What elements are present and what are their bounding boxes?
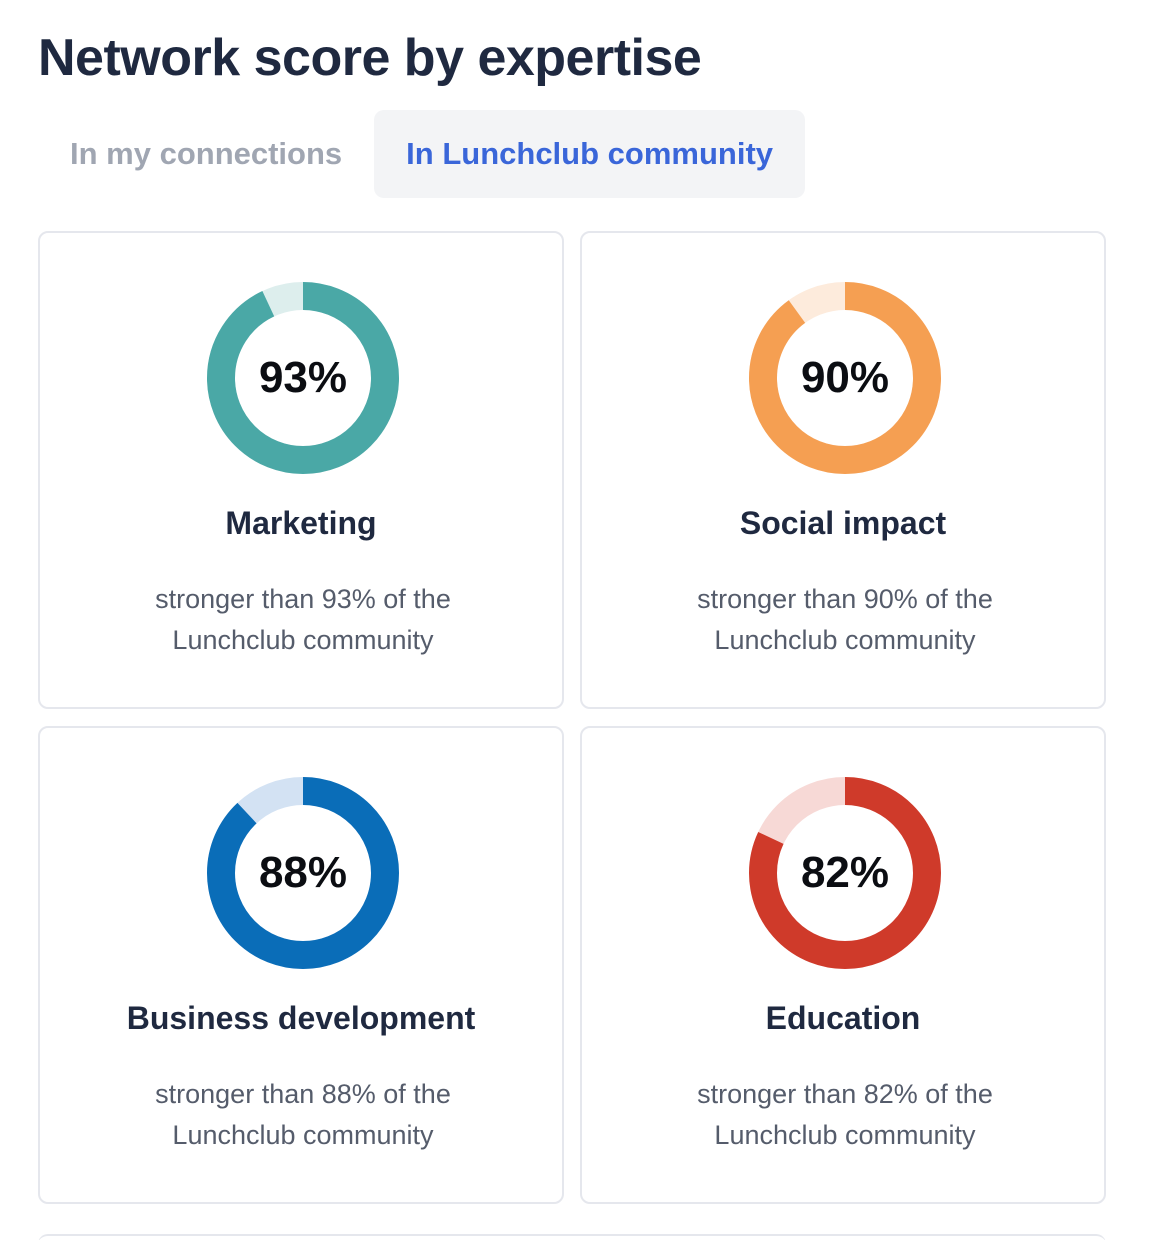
score-donut: 90% (747, 280, 943, 476)
expertise-card-business-development: 88% Business development stronger than 8… (38, 726, 564, 1204)
expertise-card-marketing: 93% Marketing stronger than 93% of the L… (38, 231, 564, 709)
description-line: Lunchclub community (172, 1120, 434, 1150)
score-donut: 82% (747, 775, 943, 971)
score-donut: 88% (205, 775, 401, 971)
description-line: Lunchclub community (714, 1120, 976, 1150)
tab-my-connections[interactable]: In my connections (70, 136, 343, 171)
tab-bar: In my connections In Lunchclub community (38, 110, 806, 198)
expertise-title: Social impact (739, 505, 947, 541)
donut-chart (207, 777, 399, 969)
expertise-title: Business development (126, 1000, 476, 1036)
expertise-card-education: 82% Education stronger than 82% of the L… (580, 726, 1106, 1204)
description-line: stronger than 82% of the (697, 1079, 993, 1109)
expertise-description: stronger than 93% of the Lunchclub commu… (100, 579, 506, 661)
page-title: Network score by expertise (38, 29, 702, 87)
score-value: 88% (258, 848, 348, 897)
description-line: Lunchclub community (172, 625, 434, 655)
description-line: stronger than 90% of the (697, 584, 993, 614)
donut-arc (749, 282, 941, 474)
next-card-edge (38, 1234, 1106, 1240)
score-donut: 93% (205, 280, 401, 476)
tab-lunchclub-community[interactable]: In Lunchclub community (374, 110, 806, 198)
expertise-description: stronger than 88% of the Lunchclub commu… (100, 1074, 506, 1156)
donut-arc (207, 777, 399, 969)
expertise-card-social-impact: 90% Social impact stronger than 90% of t… (580, 231, 1106, 709)
donut-chart (207, 282, 399, 474)
expertise-description: stronger than 90% of the Lunchclub commu… (642, 579, 1048, 661)
description-line: stronger than 88% of the (155, 1079, 451, 1109)
donut-arc (749, 777, 941, 969)
score-value: 82% (800, 848, 890, 897)
donut-chart (749, 777, 941, 969)
expertise-title: Education (765, 1000, 921, 1036)
description-line: stronger than 93% of the (155, 584, 451, 614)
donut-arc (207, 282, 399, 474)
expertise-title: Marketing (225, 505, 377, 541)
description-line: Lunchclub community (714, 625, 976, 655)
donut-chart (749, 282, 941, 474)
expertise-description: stronger than 82% of the Lunchclub commu… (642, 1074, 1048, 1156)
score-value: 93% (258, 353, 348, 402)
score-value: 90% (800, 353, 890, 402)
